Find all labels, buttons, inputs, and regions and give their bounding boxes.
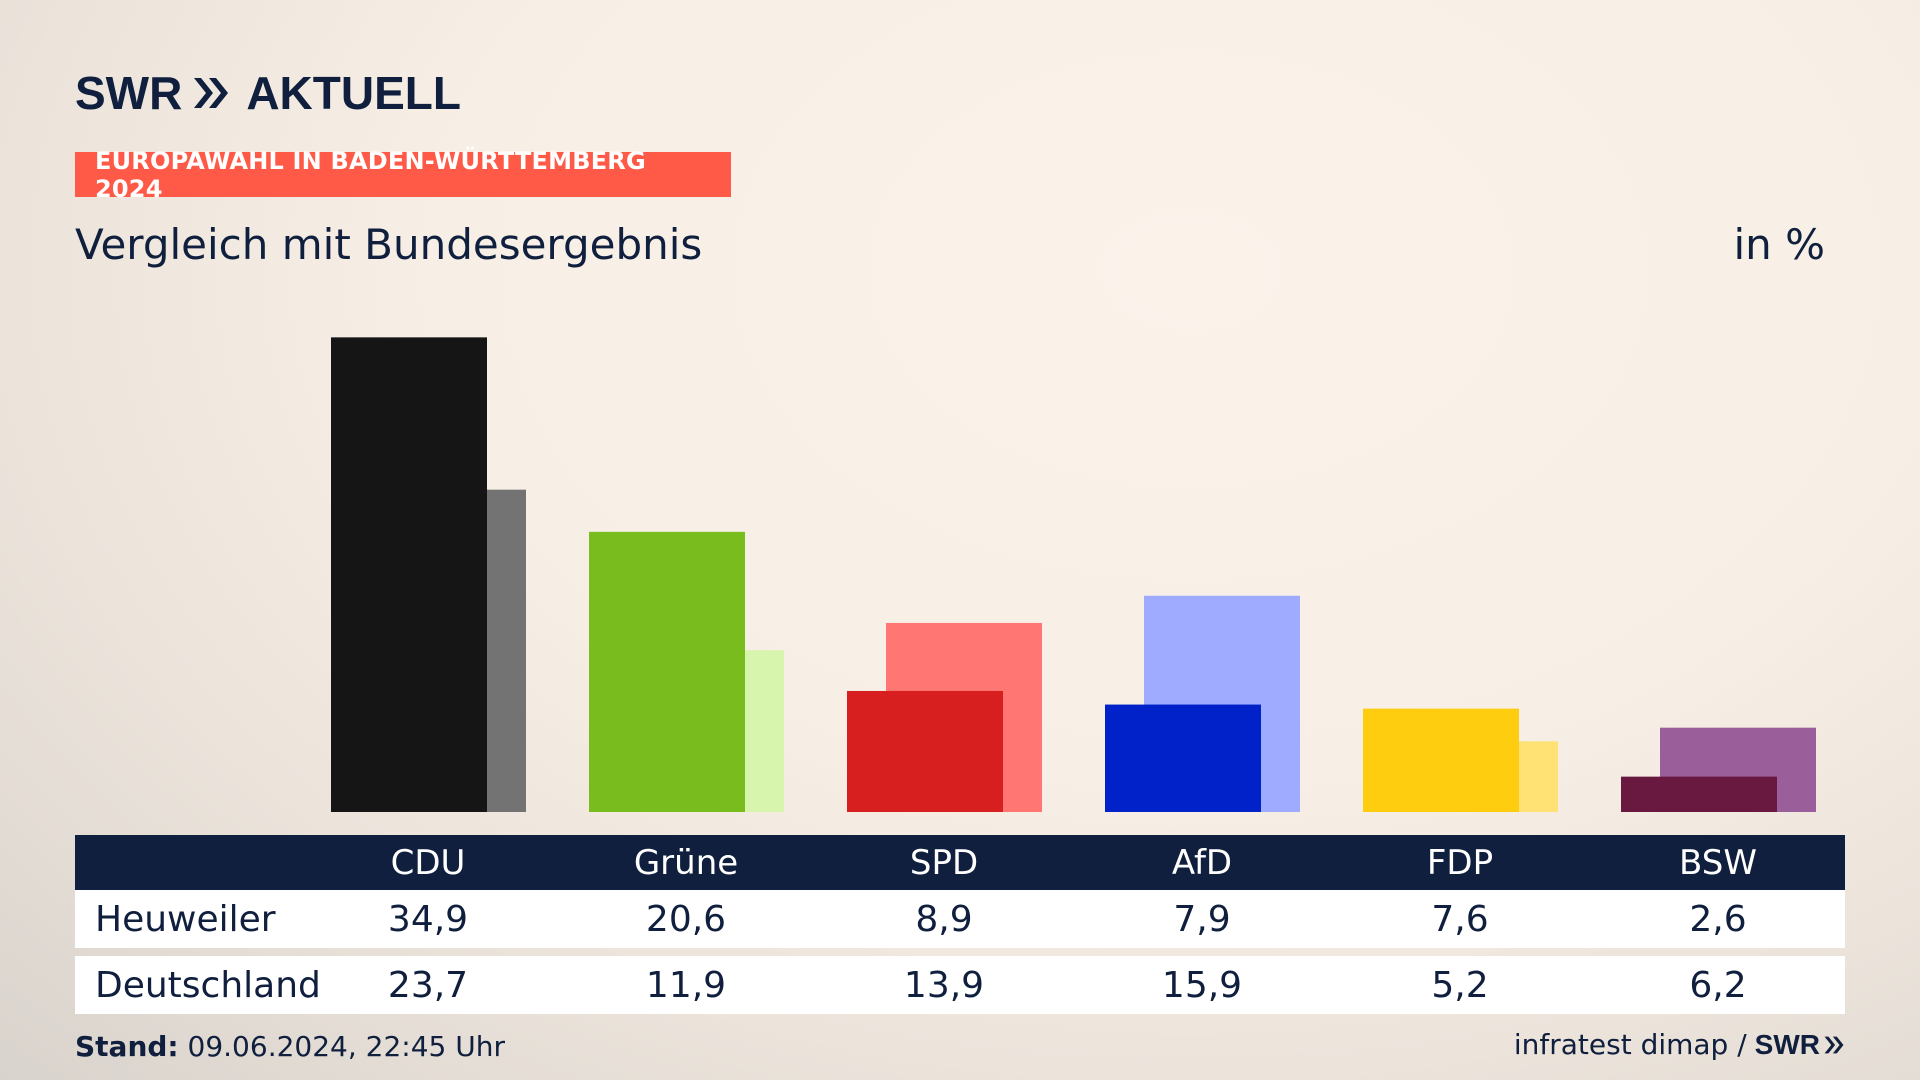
source-text: infratest dimap / [1513, 1028, 1747, 1061]
header-afd: AfD [1171, 842, 1233, 883]
stand-label: Stand: [75, 1030, 179, 1063]
double-chevron-icon [194, 78, 229, 108]
swr-footer-logo: SWR [1755, 1029, 1845, 1061]
header-fdp: FDP [1426, 842, 1494, 883]
table-header-row: CDU Grüne SPD AfD FDP BSW [75, 835, 1845, 890]
table-cell: 2,6 [1689, 898, 1747, 940]
bar-spd-heuweiler [847, 690, 1003, 812]
double-chevron-icon [1824, 1036, 1844, 1053]
stand-value: 09.06.2024, 22:45 Uhr [187, 1030, 505, 1063]
logo-product: AKTUELL [246, 67, 461, 119]
table-cell: 20,6 [645, 898, 727, 940]
election-badge: EUROPAWAHL IN BADEN-WÜRTTEMBERG 2024 [75, 147, 731, 203]
timestamp: Stand: 09.06.2024, 22:45 Uhr [75, 1030, 505, 1063]
table-cell: 6,2 [1689, 964, 1747, 1006]
swr-aktuell-logo: SWR AKTUELL [75, 67, 461, 119]
table-cell: 7,6 [1431, 898, 1489, 940]
header-cdu: CDU [390, 842, 466, 883]
table-cell: 7,9 [1173, 898, 1231, 940]
table-cell: 13,9 [903, 964, 985, 1006]
table-cell: 15,9 [1161, 964, 1243, 1006]
table-row: Deutschland 23,7 11,9 13,9 15,9 5,2 6,2 [75, 956, 1845, 1014]
footer-brand: SWR [1754, 1028, 1820, 1060]
bar-chart [331, 337, 1816, 812]
unit-label: in % [1733, 220, 1825, 269]
table-cell: 5,2 [1431, 964, 1489, 1006]
row-label: Heuweiler [95, 898, 276, 940]
chart-subtitle: Vergleich mit Bundesergebnis [75, 220, 703, 269]
table-cell: 8,9 [915, 898, 973, 940]
table-cell: 23,7 [387, 964, 469, 1006]
logo-brand: SWR [75, 67, 183, 119]
bar-fdp-heuweiler [1363, 708, 1519, 812]
table-cell: 11,9 [645, 964, 727, 1006]
table-row: Heuweiler 34,9 20,6 8,9 7,9 7,6 2,6 [75, 890, 1845, 948]
table-cell: 34,9 [387, 898, 469, 940]
bar-bsw-heuweiler [1621, 776, 1777, 812]
bar-cdu-heuweiler [331, 337, 487, 812]
bar-afd-heuweiler [1105, 704, 1261, 812]
header-bsw: BSW [1679, 842, 1757, 883]
header-spd: SPD [909, 842, 979, 883]
source-credit: infratest dimap / SWR [1514, 1028, 1845, 1061]
row-label: Deutschland [95, 964, 321, 1006]
header-gruene: Grüne [633, 842, 739, 883]
results-table: CDU Grüne SPD AfD FDP BSW Heuweiler 34,9… [75, 835, 1845, 1014]
bar-gruene-heuweiler [589, 531, 745, 812]
